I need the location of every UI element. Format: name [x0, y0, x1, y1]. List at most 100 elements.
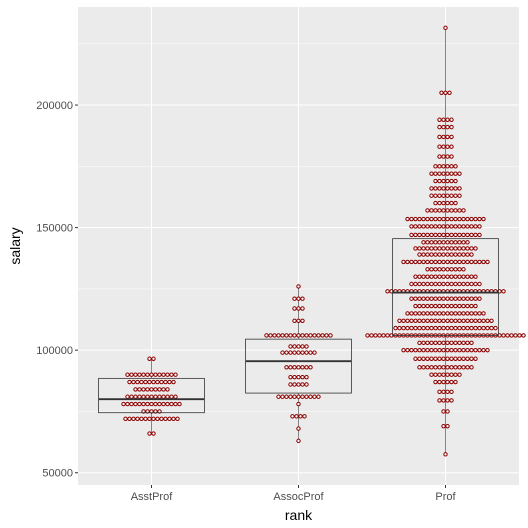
- data-dot-AssocProf: [288, 394, 293, 399]
- data-dot-Prof: [437, 144, 442, 149]
- data-dot-AsstProf: [145, 387, 150, 392]
- data-dot-Prof: [473, 274, 478, 279]
- data-dot-AssocProf: [304, 344, 309, 349]
- data-dot-AsstProf: [145, 394, 150, 399]
- data-dot-Prof: [453, 200, 458, 206]
- data-dot-Prof: [413, 347, 418, 353]
- data-dot-AsstProf: [169, 394, 174, 399]
- data-dot-AsstProf: [147, 356, 152, 361]
- data-dot-Prof: [429, 372, 434, 377]
- data-dot-Prof: [457, 325, 462, 331]
- data-dot-AsstProf: [151, 379, 156, 385]
- data-dot-Prof: [501, 333, 506, 338]
- data-dot-Prof: [417, 303, 422, 309]
- data-dot-AsstProf: [135, 379, 140, 385]
- box-AssocProf: [245, 338, 352, 394]
- data-dot-Prof: [465, 325, 470, 331]
- data-dot-AssocProf: [284, 394, 289, 399]
- data-dot-AssocProf: [264, 333, 269, 338]
- data-dot-Prof: [457, 246, 462, 251]
- data-dot-Prof: [457, 240, 462, 245]
- data-dot-AssocProf: [304, 350, 309, 355]
- data-dot-Prof: [469, 274, 474, 279]
- data-dot-Prof: [425, 281, 430, 287]
- data-dot-Prof: [373, 333, 378, 338]
- data-dot-Prof: [445, 232, 450, 238]
- data-dot-AsstProf: [163, 379, 168, 385]
- data-dot-Prof: [413, 274, 418, 279]
- data-dot-AsstProf: [127, 379, 132, 385]
- data-dot-Prof: [449, 208, 454, 213]
- data-dot-AssocProf: [292, 296, 297, 301]
- data-dot-Prof: [429, 246, 434, 251]
- data-dot-Prof: [445, 240, 450, 245]
- data-dot-Prof: [425, 240, 430, 245]
- data-dot-Prof: [441, 154, 446, 159]
- data-dot-Prof: [441, 216, 446, 222]
- data-dot-Prof: [413, 325, 418, 331]
- data-dot-Prof: [433, 232, 438, 238]
- data-dot-Prof: [429, 325, 434, 331]
- data-dot-Prof: [437, 186, 442, 191]
- data-dot-Prof: [485, 259, 490, 265]
- data-dot-Prof: [465, 296, 470, 301]
- data-dot-Prof: [465, 347, 470, 353]
- data-dot-Prof: [437, 117, 442, 122]
- data-dot-Prof: [413, 318, 418, 323]
- data-dot-Prof: [425, 365, 430, 370]
- data-dot-Prof: [449, 216, 454, 222]
- data-dot-Prof: [397, 325, 402, 331]
- data-dot-Prof: [385, 333, 390, 338]
- data-dot-Prof: [481, 325, 486, 331]
- data-dot-Prof: [437, 164, 442, 169]
- data-dot-Prof: [449, 274, 454, 279]
- data-dot-Prof: [413, 311, 418, 316]
- data-dot-Prof: [437, 365, 442, 370]
- data-dot-Prof: [437, 325, 442, 331]
- data-dot-AssocProf: [288, 344, 293, 349]
- data-dot-Prof: [449, 252, 454, 257]
- data-dot-Prof: [453, 259, 458, 265]
- data-dot-Prof: [453, 379, 458, 385]
- data-dot-AsstProf: [161, 401, 166, 407]
- data-dot-Prof: [469, 246, 474, 251]
- data-dot-Prof: [461, 246, 466, 251]
- data-dot-Prof: [461, 232, 466, 238]
- data-dot-AssocProf: [308, 350, 313, 355]
- data-dot-AsstProf: [169, 372, 174, 377]
- data-dot-Prof: [409, 259, 414, 265]
- data-dot-AsstProf: [145, 401, 150, 407]
- data-dot-Prof: [473, 232, 478, 238]
- data-dot-Prof: [425, 347, 430, 353]
- data-dot-Prof: [417, 224, 422, 229]
- data-dot-AsstProf: [133, 387, 138, 392]
- data-dot-Prof: [457, 347, 462, 353]
- data-dot-Prof: [421, 365, 426, 370]
- data-dot-Prof: [437, 372, 442, 377]
- data-dot-Prof: [441, 144, 446, 149]
- data-dot-AssocProf: [290, 414, 295, 419]
- data-dot-Prof: [453, 274, 458, 279]
- data-dot-Prof: [477, 216, 482, 222]
- data-dot-Prof: [437, 193, 442, 198]
- data-dot-Prof: [425, 208, 430, 213]
- data-dot-Prof: [461, 274, 466, 279]
- data-dot-AssocProf: [288, 333, 293, 338]
- data-dot-Prof: [405, 325, 410, 331]
- data-dot-AsstProf: [129, 394, 134, 399]
- data-dot-Prof: [453, 281, 458, 287]
- data-dot-Prof: [433, 200, 438, 206]
- data-dot-Prof: [409, 318, 414, 323]
- data-dot-Prof: [437, 124, 442, 130]
- data-dot-Prof: [477, 318, 482, 323]
- data-dot-Prof: [441, 171, 446, 176]
- data-dot-Prof: [409, 281, 414, 287]
- data-dot-Prof: [441, 303, 446, 309]
- data-dot-Prof: [433, 216, 438, 222]
- data-dot-Prof: [453, 246, 458, 251]
- data-dot-Prof: [393, 325, 398, 331]
- data-dot-Prof: [457, 171, 462, 176]
- box-AsstProf: [98, 377, 205, 414]
- data-dot-Prof: [441, 200, 446, 206]
- data-dot-Prof: [417, 246, 422, 251]
